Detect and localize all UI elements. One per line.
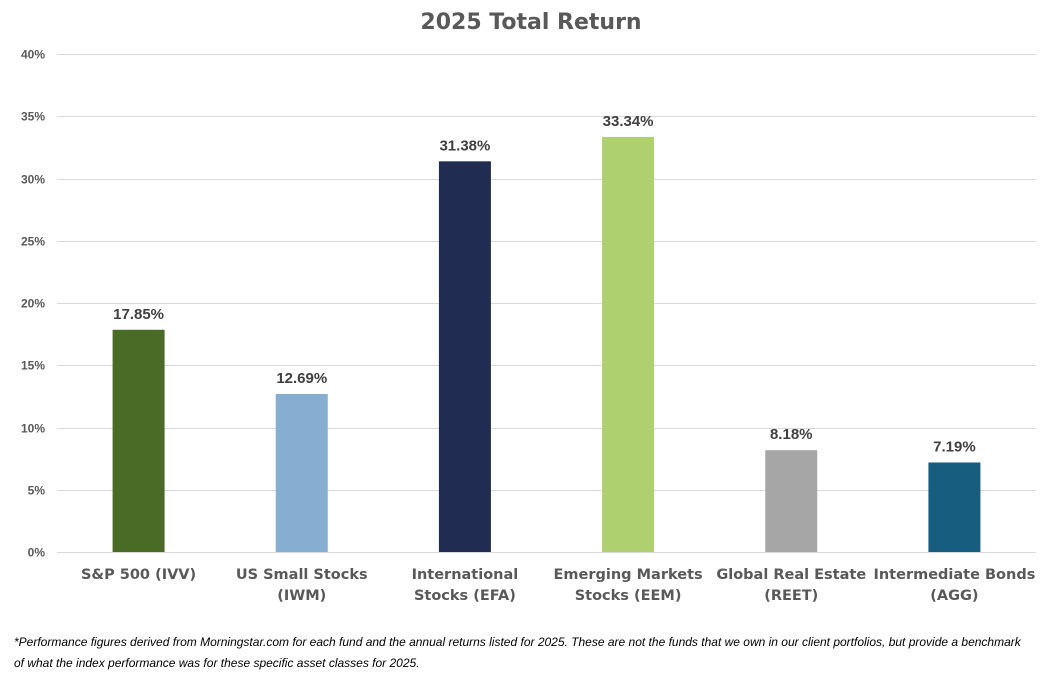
y-tick-label: 40%: [21, 48, 45, 62]
y-axis-ticks: 0% 5% 10% 15% 20% 25% 30% 35% 40%: [21, 48, 45, 560]
bar: [765, 450, 818, 552]
bar: [602, 136, 655, 553]
category-label: S&P 500 (IVV): [81, 567, 196, 583]
category-label: (REET): [764, 588, 818, 604]
category-label: Global Real Estate: [716, 567, 866, 583]
category-labels: S&P 500 (IVV) US Small Stocks (IWM) Interna…: [81, 567, 1035, 604]
category-label: Stocks (EEM): [575, 588, 682, 604]
data-labels: 17.85% 12.69% 31.38% 33.34% 8.18% 7.19%: [113, 113, 976, 456]
gridlines: [57, 54, 1036, 553]
category-label: (AGG): [930, 588, 978, 604]
bar-chart: 2025 Total Return 0% 5% 10% 15% 20% 25% 30% 35%…: [21, 10, 1036, 604]
y-tick-label: 5%: [28, 484, 46, 498]
y-tick-label: 25%: [21, 235, 45, 249]
y-tick-label: 35%: [21, 110, 45, 124]
footnote: *Performance figures derived from Mornin…: [14, 635, 1021, 670]
data-label: 8.18%: [770, 426, 813, 443]
data-label: 17.85%: [113, 306, 164, 323]
bar: [438, 161, 491, 552]
category-label: Intermediate Bonds: [873, 567, 1035, 583]
bar: [928, 462, 981, 552]
category-label: (IWM): [277, 588, 326, 604]
y-tick-label: 15%: [21, 359, 45, 373]
bar: [275, 394, 328, 552]
data-label: 33.34%: [603, 113, 654, 130]
data-label: 7.19%: [933, 438, 976, 455]
bar: [112, 329, 165, 552]
category-label: Stocks (EFA): [414, 588, 516, 604]
category-label: International: [412, 567, 519, 583]
data-label: 12.69%: [276, 370, 327, 387]
y-tick-label: 10%: [21, 422, 45, 436]
y-tick-label: 20%: [21, 297, 45, 311]
data-label: 31.38%: [439, 137, 490, 154]
category-label: Emerging Markets: [554, 567, 703, 583]
category-label: US Small Stocks: [236, 567, 368, 583]
bars: [112, 136, 981, 553]
y-tick-label: 30%: [21, 173, 45, 187]
y-tick-label: 0%: [28, 546, 46, 560]
chart-title: 2025 Total Return: [420, 10, 641, 35]
